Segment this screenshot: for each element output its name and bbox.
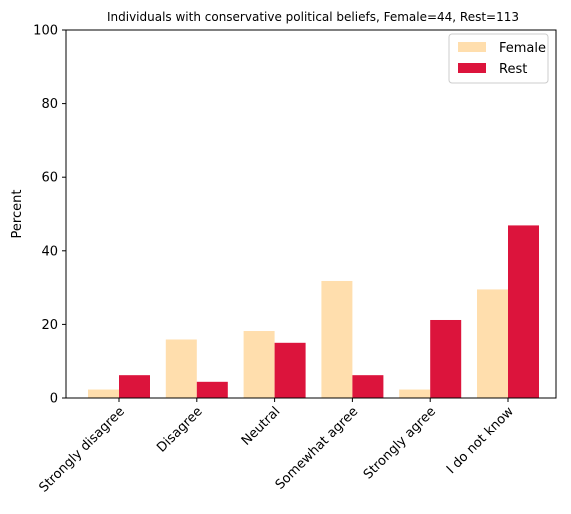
y-tick-label: 0 [50, 392, 58, 407]
legend-label-rest: Rest [499, 62, 527, 77]
axes-group [65, 29, 557, 399]
bar-female-3 [321, 280, 353, 398]
bar-female-4 [399, 389, 431, 398]
legend-swatch-female [458, 42, 486, 52]
bar-rest-4 [430, 319, 462, 398]
x-tick-label: Somewhat agree [273, 404, 362, 493]
bar-rest-2 [274, 342, 306, 398]
y-tick-label: 40 [41, 244, 58, 259]
bar-female-2 [243, 331, 275, 398]
bar-rest-3 [352, 375, 384, 398]
x-tick-label: I do not know [444, 404, 517, 477]
bar-rest-5 [508, 225, 539, 398]
y-axis-label: Percent [10, 190, 25, 239]
bars-group [88, 225, 539, 398]
legend-swatch-rest [458, 63, 486, 73]
x-tick-label: Neutral [239, 404, 284, 449]
bar-female-5 [477, 289, 508, 398]
x-tick-label: Strongly agree [361, 404, 439, 482]
x-tick-label: Strongly disagree [36, 404, 127, 495]
legend-label-female: Female [499, 41, 546, 56]
y-tick-label: 80 [41, 97, 58, 112]
bar-female-0 [88, 389, 119, 398]
y-tick-label: 60 [41, 171, 58, 186]
y-tick-label: 20 [41, 318, 58, 333]
plot-frame [65, 29, 557, 399]
bar-rest-0 [119, 375, 150, 398]
ticks-group: 0 20 40 60 80 100 Strongly disagree Disagree Neu… [33, 24, 517, 496]
bar-female-1 [165, 339, 197, 398]
y-tick-label: 100 [33, 24, 58, 39]
x-tick-label: Disagree [154, 404, 205, 455]
bar-rest-1 [196, 381, 228, 398]
legend: Female Rest [448, 33, 549, 84]
chart-title: Individuals with conservative political … [107, 10, 519, 24]
